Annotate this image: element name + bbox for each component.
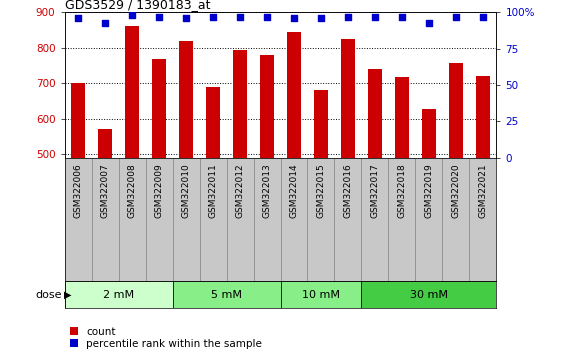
Point — [452, 14, 461, 19]
FancyBboxPatch shape — [118, 158, 145, 281]
FancyBboxPatch shape — [389, 158, 416, 281]
Bar — [341, 39, 356, 158]
Point — [289, 15, 298, 21]
Bar — [233, 50, 247, 158]
Point — [316, 15, 325, 21]
Bar — [71, 83, 85, 158]
Bar — [260, 55, 274, 158]
Bar — [421, 109, 436, 158]
Text: 30 mM: 30 mM — [410, 290, 448, 300]
Text: GDS3529 / 1390183_at: GDS3529 / 1390183_at — [65, 0, 210, 11]
Bar — [449, 63, 463, 158]
FancyBboxPatch shape — [280, 158, 307, 281]
FancyBboxPatch shape — [65, 158, 91, 281]
Point — [263, 14, 272, 19]
Bar — [98, 129, 112, 158]
Bar — [367, 69, 383, 158]
Point — [209, 14, 218, 19]
FancyBboxPatch shape — [334, 158, 361, 281]
Point — [182, 15, 191, 21]
Bar — [314, 90, 328, 158]
Bar — [205, 87, 220, 158]
FancyBboxPatch shape — [361, 158, 389, 281]
FancyBboxPatch shape — [227, 158, 254, 281]
Text: GSM322007: GSM322007 — [100, 164, 109, 218]
Legend: count, percentile rank within the sample: count, percentile rank within the sample — [70, 327, 262, 349]
Bar — [178, 41, 194, 158]
Bar — [125, 26, 140, 158]
FancyBboxPatch shape — [173, 158, 200, 281]
Bar — [476, 76, 490, 158]
Point — [236, 14, 245, 19]
Text: GSM322006: GSM322006 — [73, 164, 82, 218]
Text: GSM322015: GSM322015 — [316, 164, 325, 218]
Point — [425, 20, 434, 25]
FancyBboxPatch shape — [416, 158, 443, 281]
Text: GSM322013: GSM322013 — [263, 164, 272, 218]
Bar — [151, 59, 167, 158]
Text: GSM322009: GSM322009 — [154, 164, 163, 218]
Text: GSM322019: GSM322019 — [425, 164, 434, 218]
FancyBboxPatch shape — [91, 158, 118, 281]
FancyBboxPatch shape — [200, 158, 227, 281]
Text: GSM322010: GSM322010 — [182, 164, 191, 218]
Text: GSM322018: GSM322018 — [398, 164, 407, 218]
FancyBboxPatch shape — [307, 158, 334, 281]
Point — [343, 14, 352, 19]
FancyBboxPatch shape — [173, 281, 280, 308]
Text: GSM322014: GSM322014 — [289, 164, 298, 218]
Text: ▶: ▶ — [64, 290, 71, 300]
Text: GSM322020: GSM322020 — [452, 164, 461, 218]
Point — [398, 14, 407, 19]
Text: GSM322017: GSM322017 — [370, 164, 379, 218]
Text: GSM322008: GSM322008 — [127, 164, 136, 218]
FancyBboxPatch shape — [254, 158, 280, 281]
Text: GSM322021: GSM322021 — [479, 164, 488, 218]
Point — [370, 14, 379, 19]
Bar — [394, 77, 410, 158]
Text: dose: dose — [35, 290, 62, 300]
FancyBboxPatch shape — [470, 158, 496, 281]
Bar — [287, 32, 301, 158]
Text: GSM322012: GSM322012 — [236, 164, 245, 218]
Text: 10 mM: 10 mM — [302, 290, 340, 300]
Point — [127, 12, 136, 18]
FancyBboxPatch shape — [443, 158, 470, 281]
Text: GSM322016: GSM322016 — [343, 164, 352, 218]
Text: GSM322011: GSM322011 — [209, 164, 218, 218]
Text: 2 mM: 2 mM — [103, 290, 134, 300]
Point — [154, 14, 163, 19]
Point — [100, 20, 109, 25]
Text: 5 mM: 5 mM — [211, 290, 242, 300]
FancyBboxPatch shape — [280, 281, 361, 308]
Point — [479, 14, 488, 19]
FancyBboxPatch shape — [65, 281, 173, 308]
Point — [73, 15, 82, 21]
FancyBboxPatch shape — [361, 281, 496, 308]
FancyBboxPatch shape — [145, 158, 173, 281]
